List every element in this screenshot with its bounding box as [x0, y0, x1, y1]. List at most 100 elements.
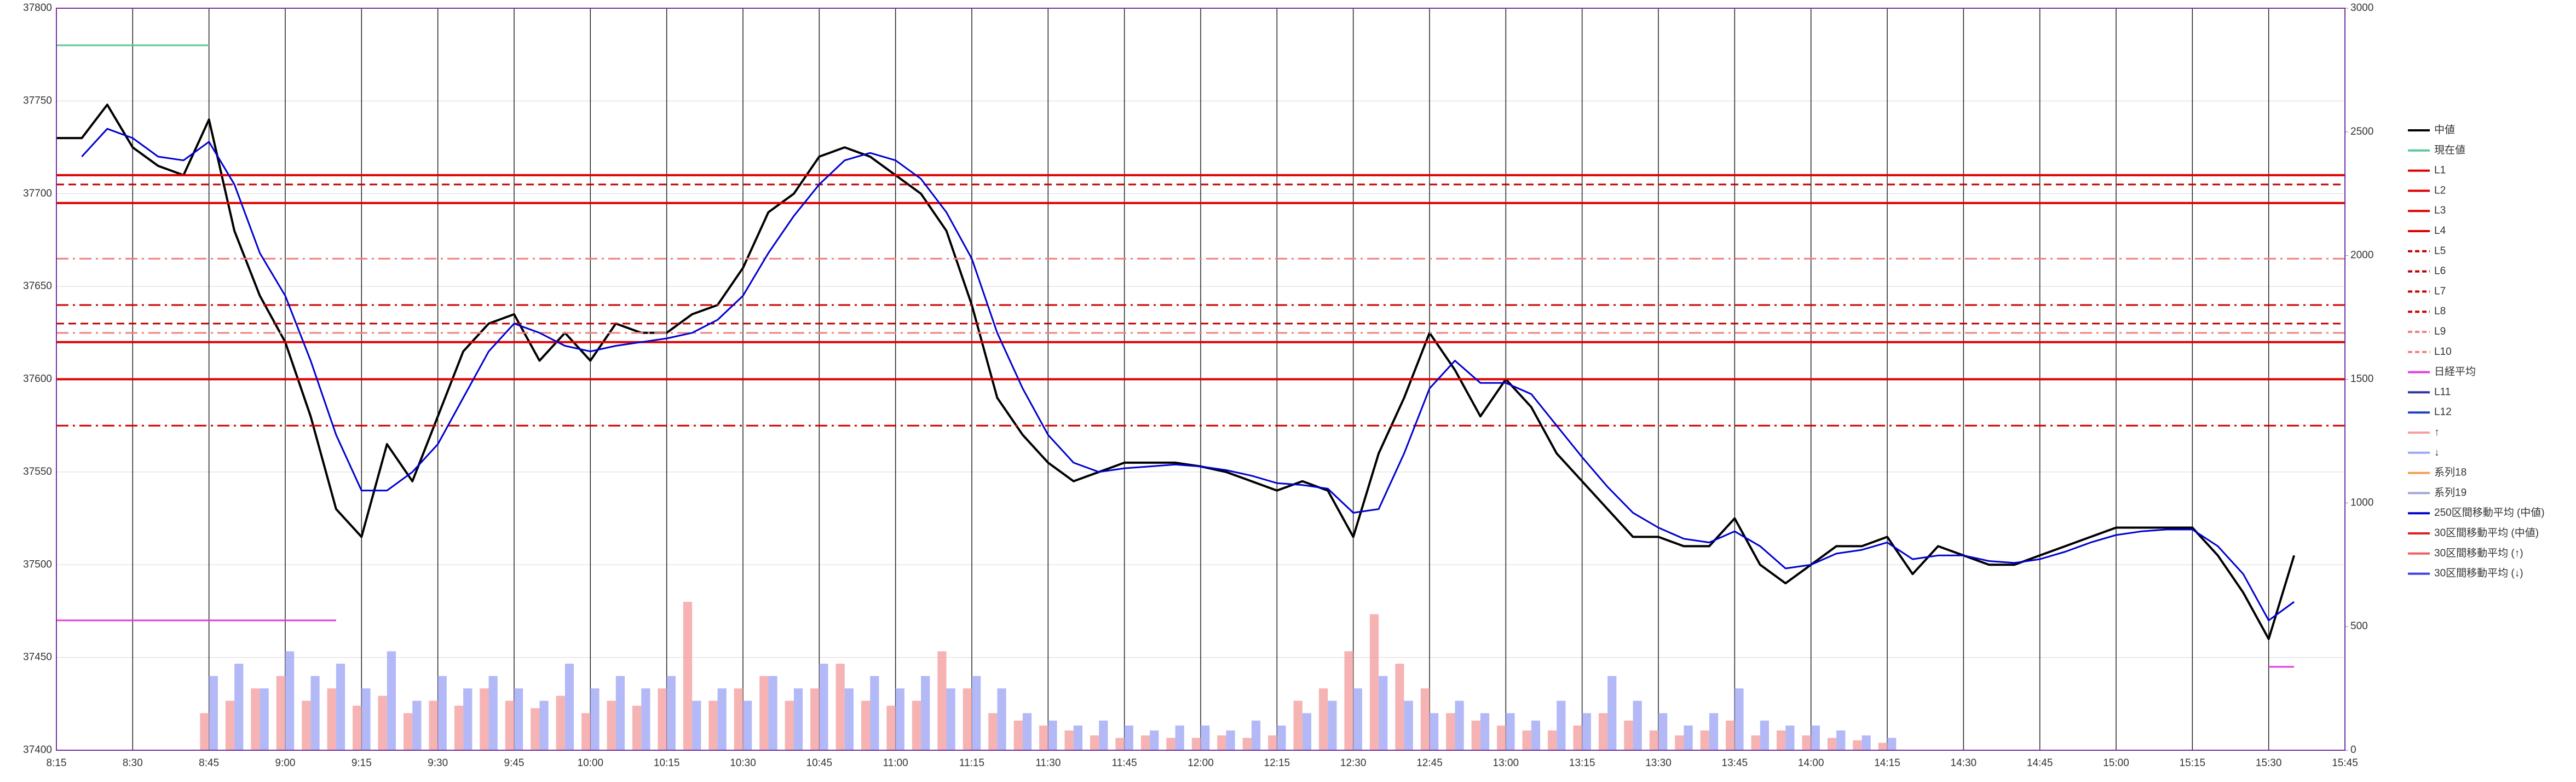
volume-bar [251, 688, 260, 750]
volume-bar [1471, 720, 1480, 750]
x-tick-label: 9:00 [275, 757, 296, 769]
volume-bar [454, 705, 464, 750]
y2-tick-label: 2500 [2350, 126, 2373, 137]
volume-bar [556, 695, 565, 750]
legend-label: L2 [2434, 185, 2446, 196]
volume-bar [1302, 713, 1312, 750]
volume-bar [963, 688, 972, 750]
volume-bar [387, 651, 396, 750]
volume-bar [1557, 700, 1566, 750]
volume-bar [810, 688, 820, 750]
volume-bar [1039, 725, 1048, 750]
volume-bar [353, 705, 362, 750]
volume-bar [937, 651, 947, 750]
volume-bar [743, 700, 752, 750]
legend-label: L7 [2434, 285, 2446, 297]
volume-bar [1878, 743, 1887, 750]
legend-label: 中値 [2434, 124, 2455, 136]
volume-bar [1573, 725, 1582, 750]
volume-bar [403, 713, 413, 750]
y-tick-label: 37550 [23, 466, 52, 478]
volume-bar [972, 676, 981, 750]
volume-bar [336, 663, 345, 750]
volume-bar [1455, 700, 1464, 750]
x-tick-label: 8:30 [123, 757, 143, 769]
y-tick-label: 37450 [23, 652, 52, 663]
volume-bar [768, 676, 777, 750]
volume-bar [361, 688, 371, 750]
volume-bar [759, 676, 769, 750]
volume-bar [488, 676, 498, 750]
volume-bar [1318, 688, 1328, 750]
y2-tick-label: 3000 [2350, 2, 2373, 14]
volume-bar [658, 688, 667, 750]
volume-bar [378, 695, 387, 750]
volume-bar [1547, 730, 1557, 750]
volume-bar [1582, 713, 1591, 750]
legend-label: L4 [2434, 225, 2446, 237]
legend-label: 系列18 [2434, 467, 2466, 479]
volume-bar [514, 688, 523, 750]
volume-bar [1226, 730, 1235, 750]
volume-bar [912, 700, 921, 750]
legend-label: 現在値 [2434, 144, 2465, 156]
x-tick-label: 11:00 [883, 757, 908, 769]
volume-bar [276, 676, 285, 750]
volume-bar [1726, 720, 1735, 750]
volume-bar [1684, 725, 1693, 750]
legend-label: L5 [2434, 245, 2446, 257]
volume-bar [1751, 735, 1760, 750]
plot-frame [56, 8, 2346, 751]
volume-bar [302, 700, 311, 750]
x-tick-label: 15:00 [2103, 757, 2129, 769]
x-tick-label: 9:45 [504, 757, 525, 769]
volume-bar [1166, 738, 1175, 750]
volume-bar [1836, 730, 1846, 750]
x-tick-label: 12:45 [1416, 757, 1443, 769]
volume-bar [1649, 730, 1658, 750]
volume-bar [437, 676, 447, 750]
series-line [56, 619, 2295, 668]
volume-bar [285, 651, 295, 750]
volume-bar [1251, 720, 1261, 750]
volume-bar [666, 676, 676, 750]
x-tick-label: 15:15 [2180, 757, 2206, 769]
x-tick-label: 11:30 [1035, 757, 1061, 769]
y-tick-label: 37750 [23, 95, 52, 106]
volume-bar [1497, 725, 1506, 750]
volume-bar [683, 602, 693, 750]
volume-bar [1709, 713, 1719, 750]
x-tick-label: 12:00 [1188, 757, 1214, 769]
volume-bar [1369, 614, 1379, 750]
volume-bar [1242, 738, 1252, 750]
volume-bar [1175, 725, 1184, 750]
x-tick-label: 15:30 [2256, 757, 2282, 769]
volume-bar [734, 688, 743, 750]
volume-bar [835, 663, 845, 750]
volume-bar [590, 688, 600, 750]
volume-bar [429, 700, 438, 750]
y-tick-label: 37600 [23, 373, 52, 385]
volume-bar [1115, 738, 1125, 750]
volume-bar [1607, 676, 1617, 750]
volume-bar [539, 700, 549, 750]
volume-bar [1344, 651, 1353, 750]
x-tick-label: 8:45 [199, 757, 219, 769]
x-tick-label: 14:45 [2027, 757, 2053, 769]
volume-bar [1827, 738, 1837, 750]
volume-bar [988, 713, 998, 750]
y2-tick-label: 1000 [2350, 497, 2373, 508]
legend-label: 30区間移動平均 (↓) [2434, 567, 2523, 579]
x-tick-label: 14:00 [1798, 757, 1824, 769]
volume-bar [641, 688, 650, 750]
volume-bar [225, 700, 235, 750]
volume-bar [1887, 738, 1897, 750]
volume-bar [1328, 700, 1337, 750]
volume-bar [463, 688, 472, 750]
y-tick-label: 37700 [23, 188, 52, 199]
volume-bar [1734, 688, 1744, 750]
y2-tick-label: 0 [2350, 744, 2356, 756]
volume-bar [1624, 720, 1633, 750]
legend-label: 30区間移動平均 (↑) [2434, 547, 2523, 559]
x-tick-label: 12:30 [1340, 757, 1367, 769]
